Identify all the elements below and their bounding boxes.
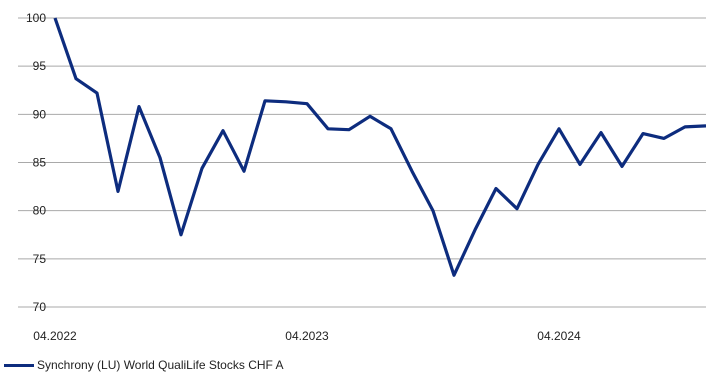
series-lines (53, 17, 706, 277)
x-axis-tick-labels: 04.2022 04.2023 04.2024 (33, 329, 581, 343)
y-tick-label: 70 (33, 300, 47, 314)
gridlines (18, 17, 706, 308)
y-tick-label: 90 (33, 107, 47, 121)
y-tick-label: 80 (33, 204, 47, 218)
x-tick-label: 04.2024 (537, 329, 581, 343)
legend-label: Synchrony (LU) World QualiLife Stocks CH… (37, 358, 284, 372)
legend-swatch (4, 363, 34, 367)
y-axis-tick-labels: 70 75 80 85 90 95 100 (26, 11, 46, 314)
y-tick-label: 100 (26, 11, 46, 25)
y-tick-label: 75 (33, 252, 47, 266)
legend: Synchrony (LU) World QualiLife Stocks CH… (4, 357, 284, 373)
series-line-0 (53, 17, 706, 277)
y-tick-label: 95 (33, 59, 47, 73)
x-tick-label: 04.2023 (285, 329, 329, 343)
y-tick-label: 85 (33, 156, 47, 170)
x-tick-label: 04.2022 (33, 329, 77, 343)
